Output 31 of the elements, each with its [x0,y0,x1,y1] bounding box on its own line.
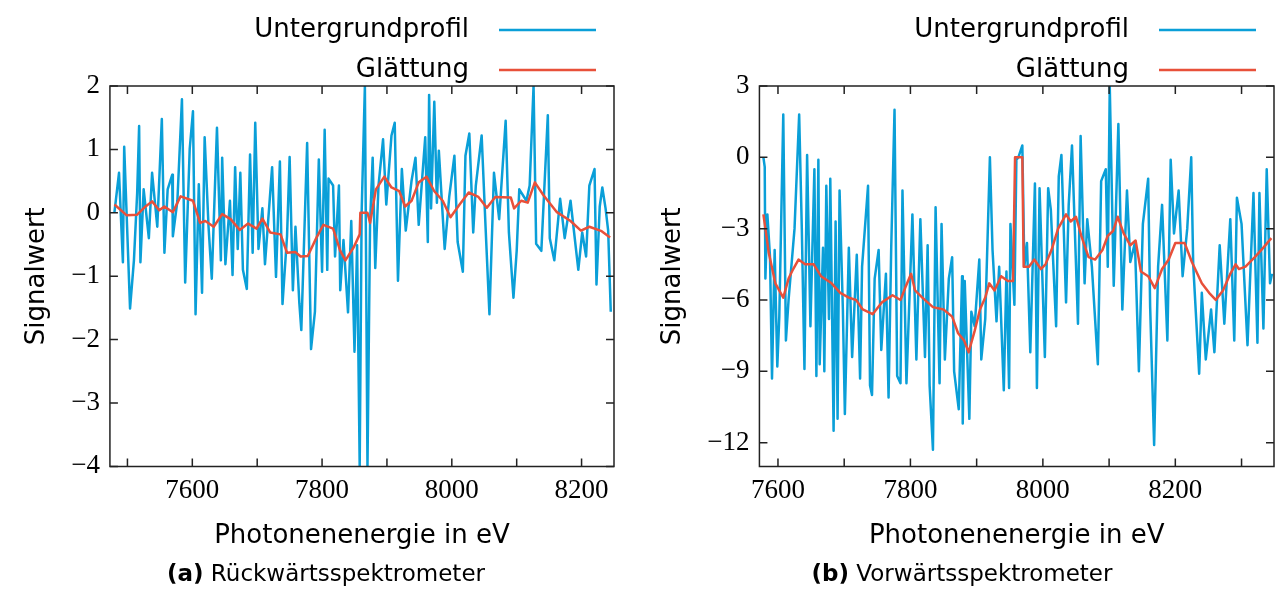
text: (a) Rückwärtsspektrometer [167,560,485,586]
legend-label: Glättung [355,52,469,83]
y-tick-label: 2 [86,69,100,100]
x-tick-label: 7800 [883,473,938,504]
legend-label: Glättung [1015,52,1129,83]
x-tick-label: 8000 [424,473,479,504]
text: (b) Vorwärtsspektrometer [811,560,1113,586]
x-axis-title: Photonenenergie in eV [868,519,1165,550]
x-tick-label: 7600 [165,473,220,504]
y-axis-title: Signalwert [656,207,687,346]
legend-label: Untergrundprofil [914,12,1129,43]
y-axis-title: Signalwert [20,207,51,346]
y-tick-label: 1 [86,132,100,163]
y-tick-label: −3 [720,211,750,242]
y-tick-label: 0 [86,195,100,226]
y-tick-label: −12 [707,425,750,456]
y-tick-label: −9 [720,354,750,385]
y-tick-label: 0 [735,140,750,171]
y-tick-label: −3 [71,386,100,417]
y-tick-label: −2 [71,322,100,353]
y-tick-label: 3 [735,69,750,100]
x-tick-label: 8200 [554,473,609,504]
x-tick-label: 8000 [1015,473,1070,504]
legend-label: Untergrundprofil [254,12,469,43]
x-axis-title: Photonenenergie in eV [214,519,510,550]
y-tick-label: −1 [71,259,100,290]
x-tick-label: 7800 [295,473,350,504]
y-tick-label: −6 [720,283,750,314]
y-tick-label: −4 [71,449,101,480]
x-tick-label: 8200 [1148,473,1203,504]
x-tick-label: 7600 [750,473,805,504]
